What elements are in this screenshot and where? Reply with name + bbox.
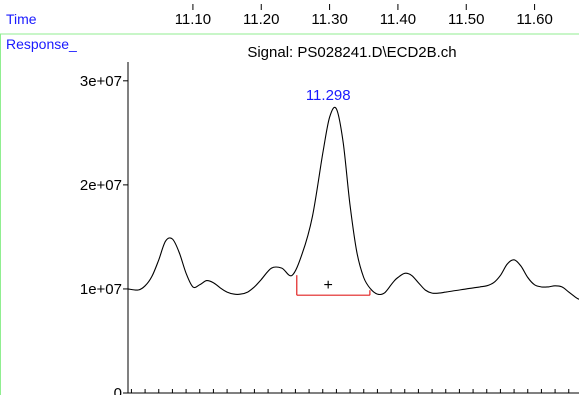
x-axis-ticks: 11.10 11.20 11.30 11.40 11.50 11.60 <box>175 4 553 28</box>
x-tick-label: 11.20 <box>243 11 279 28</box>
y-axis-ticks: 0 1e+07 2e+07 3e+07 <box>80 73 128 395</box>
x-tick-label: 11.60 <box>516 11 552 28</box>
chart-annotations: 11.298 + <box>296 87 371 296</box>
x-tick-label: 11.50 <box>448 11 484 28</box>
peak-apex-marker: + <box>324 277 333 294</box>
x-tick-label: 11.30 <box>311 11 347 28</box>
y-tick-label: 2e+07 <box>80 177 122 194</box>
x-axis-name: Time <box>6 11 37 27</box>
bottom-minor-ticks <box>130 389 570 393</box>
y-tick-label: 3e+07 <box>80 73 122 90</box>
peak-retention-label: 11.298 <box>306 87 351 104</box>
y-axis-name: Response_ <box>6 36 77 52</box>
x-tick-label: 11.10 <box>175 11 211 28</box>
y-tick-label: 0 <box>114 385 122 395</box>
x-tick-label: 11.40 <box>380 11 416 28</box>
signal-title: Signal: PS028241.D\ECD2B.ch <box>247 44 456 61</box>
signal-trace-line <box>127 106 579 300</box>
y-tick-label: 1e+07 <box>80 281 122 298</box>
